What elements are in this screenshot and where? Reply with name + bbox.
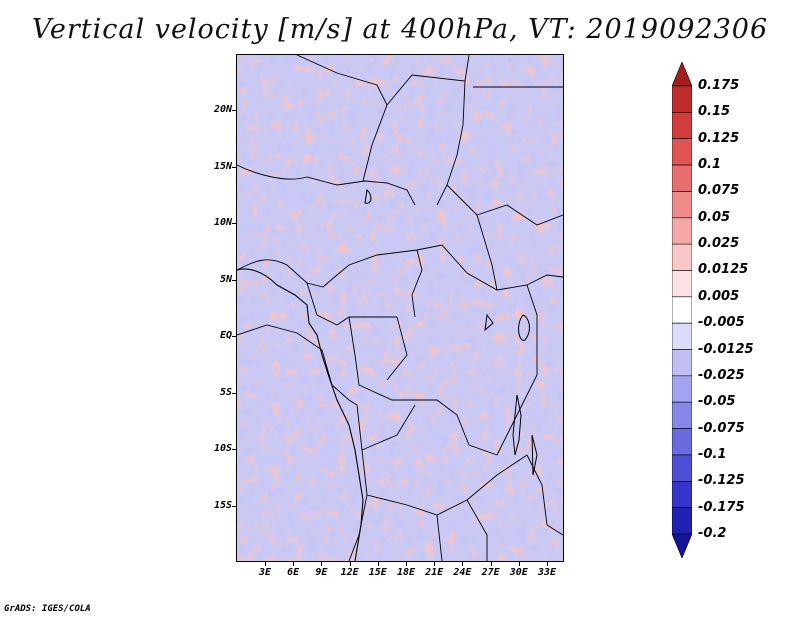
latitude-label: 10S [213,443,232,454]
chart-title: Vertical velocity [m/s] at 400hPa, VT: 2… [31,14,769,45]
latitude-label: 5N [219,273,232,285]
colorbar-label: 0.15 [698,104,731,120]
colorbar-segment [672,138,692,166]
colorbar-segment [672,296,692,324]
colorbar-segment [672,191,692,219]
colorbar-segment [672,112,692,140]
longitude-tick [462,562,464,566]
latitude-label: 5S [219,386,232,398]
colorbar-label: 0.0125 [698,262,749,278]
colorbar-segment [672,85,692,113]
longitude-tick [490,562,492,566]
latitude-label: 10N [213,217,232,228]
colorbar-label: -0.1 [698,446,727,462]
colorbar-label: 0.05 [698,209,731,225]
latitude-tick [232,110,236,111]
colorbar-label: -0.05 [698,394,736,410]
longitude-label: 24E [453,567,472,578]
colorbar-label: -0.025 [698,367,745,383]
colorbar-segment [672,480,692,508]
latitude-tick [232,336,236,337]
longitude-label: 30E [509,567,528,578]
longitude-label: 12E [340,567,359,578]
colorbar-segment [672,401,692,429]
colorbar-label: -0.175 [698,499,745,515]
footer-credit: GrADS: IGES/COLA [4,604,91,614]
colorbar-label: 0.005 [698,288,740,304]
longitude-label: 18E [396,567,416,578]
colorbar-label: -0.005 [698,315,745,331]
lakes [364,189,538,476]
colorbar-label: 0.125 [698,130,740,146]
velocity-map [236,54,564,562]
longitude-label: 3E [258,567,272,578]
longitude-label: 33E [537,567,557,578]
colorbar-segment [672,270,692,298]
longitude-label: 27E [481,567,500,578]
colorbar-label: 0.025 [698,236,740,252]
longitude-tick [265,562,266,566]
latitude-tick [232,392,236,394]
colorbar [672,62,692,558]
latitude-tick [232,505,236,507]
latitude-label: 20N [213,104,232,115]
colorbar-label: -0.075 [698,420,745,436]
longitude-label: 6E [287,567,300,578]
longitude-tick [377,562,379,566]
latitude-tick [232,166,236,168]
colorbar-label: 0.1 [698,157,722,173]
latitude-tick [232,223,236,224]
colorbar-label: -0.125 [698,473,745,489]
colorbar-segment [672,507,692,535]
colorbar-segment [672,217,692,245]
longitude-tick [434,562,436,566]
latitude-label: 15N [213,160,232,172]
latitude-label: 15S [213,499,232,511]
longitude-tick [349,562,351,566]
longitude-label: 15E [368,567,387,578]
colorbar-segment [672,454,692,482]
colorbar-label: -0.0125 [698,341,754,357]
longitude-label: 9E [315,567,328,578]
longitude-tick [547,562,548,566]
longitude-tick [406,562,407,566]
longitude-tick [293,562,295,566]
longitude-tick [518,562,520,566]
longitude-label: 21E [425,567,444,578]
latitude-tick [232,279,236,281]
latitude-tick [232,449,236,450]
colorbar-segment [672,533,692,558]
colorbar-segment [672,62,692,87]
latitude-label: EQ [219,330,232,341]
colorbar-segment [672,349,692,377]
colorbar-segment [672,375,692,403]
colorbar-segment [672,243,692,271]
colorbar-segment [672,164,692,192]
longitude-tick [321,562,323,566]
colorbar-segment [672,428,692,456]
velocity-field [237,55,563,561]
colorbar-label: 0.175 [698,78,740,93]
colorbar-segment [672,322,692,350]
colorbar-label: 0.075 [698,183,740,199]
colorbar-label: -0.2 [698,526,727,541]
coastline [237,268,364,561]
